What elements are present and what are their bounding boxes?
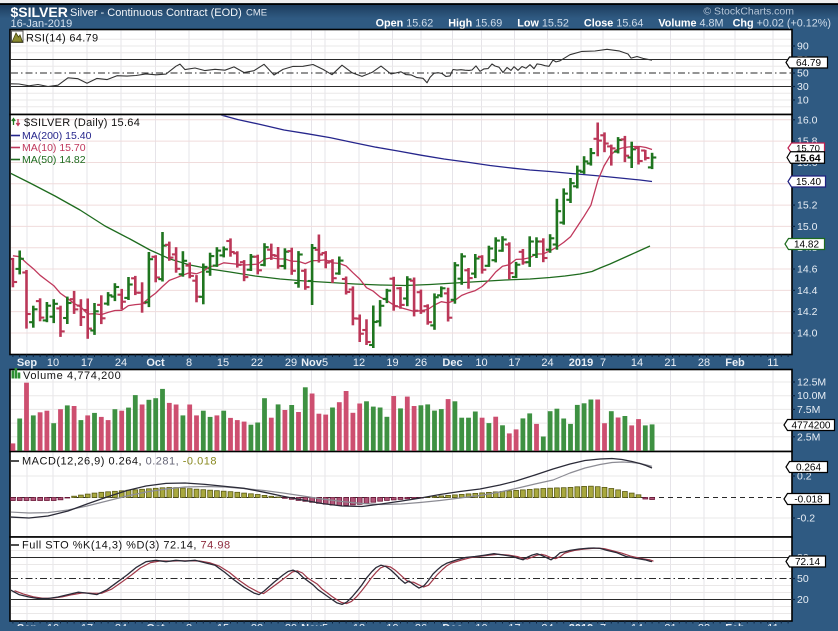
svg-text:0.2: 0.2 [797, 471, 812, 483]
svg-text:24: 24 [115, 623, 127, 627]
svg-text:14.6: 14.6 [797, 264, 818, 276]
svg-text:2019: 2019 [569, 357, 593, 369]
svg-text:10: 10 [47, 623, 59, 627]
svg-text:MACD(12,26,9) 0.264, 0.281, -0: MACD(12,26,9) 0.264, 0.281, -0.018 [22, 456, 217, 468]
svg-text:14.2: 14.2 [797, 306, 818, 318]
svg-text:14.0: 14.0 [797, 328, 818, 340]
svg-text:10: 10 [797, 95, 809, 107]
svg-text:14: 14 [631, 357, 643, 369]
svg-text:11: 11 [767, 357, 778, 369]
svg-text:22: 22 [251, 357, 263, 369]
svg-text:CME: CME [246, 8, 267, 19]
svg-text:Feb: Feb [725, 357, 745, 369]
svg-text:19: 19 [386, 357, 398, 369]
svg-text:Dec: Dec [442, 623, 462, 627]
svg-text:50: 50 [797, 573, 809, 585]
svg-text:10.0M: 10.0M [797, 390, 826, 402]
svg-text:2019: 2019 [569, 623, 593, 627]
svg-text:15.64: 15.64 [794, 152, 820, 164]
svg-text:Nov: Nov [301, 623, 323, 627]
svg-text:16-Jan-2019: 16-Jan-2019 [11, 18, 73, 30]
svg-text:Oct: Oct [146, 357, 165, 369]
svg-text:29: 29 [285, 357, 297, 369]
svg-text:17: 17 [81, 357, 93, 369]
svg-text:30: 30 [797, 81, 809, 93]
svg-text:7: 7 [600, 623, 606, 627]
svg-text:17: 17 [508, 623, 520, 627]
svg-text:64.79: 64.79 [796, 58, 821, 69]
svg-text:12: 12 [353, 357, 365, 369]
svg-text:20: 20 [797, 594, 809, 606]
svg-text:21: 21 [664, 357, 676, 369]
svg-text:29: 29 [285, 623, 297, 627]
svg-text:15.0: 15.0 [797, 221, 818, 233]
svg-text:15.70: 15.70 [796, 143, 820, 154]
svg-text:26: 26 [415, 357, 427, 369]
svg-text:Sep: Sep [17, 623, 37, 627]
svg-text:5: 5 [322, 357, 328, 369]
svg-text:Volume 4,774,200: Volume 4,774,200 [23, 370, 121, 382]
svg-text:15: 15 [217, 623, 229, 627]
svg-text:14.82: 14.82 [794, 240, 819, 251]
svg-text:90: 90 [797, 41, 809, 53]
svg-text:Open 15.62 High 15.69: Open 15.62 High 15.69 Low 15.52 Close 15… [376, 18, 831, 30]
svg-text:RSI(14) 64.79: RSI(14) 64.79 [26, 33, 98, 45]
svg-text:MA(10) 15.70: MA(10) 15.70 [22, 142, 86, 154]
svg-text:24: 24 [541, 357, 553, 369]
svg-text:Sep: Sep [17, 357, 37, 369]
svg-text:14.4: 14.4 [797, 285, 818, 297]
svg-text:Full STO %K(14,3) %D(3) 72.14,: Full STO %K(14,3) %D(3) 72.14, 74.98 [22, 540, 231, 552]
svg-text:7.5M: 7.5M [797, 404, 820, 416]
svg-text:12: 12 [353, 623, 365, 627]
svg-text:$SILVER: $SILVER [11, 4, 68, 20]
svg-text:11: 11 [767, 623, 778, 627]
svg-text:16.0: 16.0 [797, 114, 818, 126]
svg-text:15: 15 [217, 357, 229, 369]
svg-text:17: 17 [508, 357, 520, 369]
svg-text:-0.018: -0.018 [794, 495, 823, 506]
svg-text:4774200: 4774200 [792, 421, 831, 432]
svg-text:28: 28 [698, 357, 710, 369]
svg-text:14: 14 [631, 623, 643, 627]
svg-text:-0.2: -0.2 [797, 513, 815, 525]
svg-text:10: 10 [47, 357, 59, 369]
svg-text:Dec: Dec [442, 357, 462, 369]
svg-text:Feb: Feb [725, 623, 745, 627]
svg-text:MA(200) 15.40: MA(200) 15.40 [22, 130, 92, 142]
svg-text:28: 28 [698, 623, 710, 627]
svg-text:8: 8 [186, 623, 192, 627]
svg-text:10: 10 [475, 357, 487, 369]
svg-text:10: 10 [475, 623, 487, 627]
svg-text:26: 26 [415, 623, 427, 627]
svg-text:50: 50 [797, 68, 809, 80]
svg-text:24: 24 [115, 357, 127, 369]
svg-text:MA(50) 14.82: MA(50) 14.82 [22, 154, 86, 166]
svg-text:7: 7 [600, 357, 606, 369]
svg-text:Silver - Continuous Contract (: Silver - Continuous Contract (EOD) [70, 7, 242, 19]
svg-text:Oct: Oct [146, 623, 165, 627]
svg-text:12.5M: 12.5M [797, 377, 826, 389]
svg-text:5: 5 [322, 623, 328, 627]
svg-text:15.2: 15.2 [797, 200, 818, 212]
svg-text:© StockCharts.com: © StockCharts.com [703, 6, 794, 18]
svg-text:0.264: 0.264 [796, 463, 821, 474]
svg-text:22: 22 [251, 623, 263, 627]
svg-text:72.14: 72.14 [795, 557, 820, 568]
svg-text:24: 24 [541, 623, 553, 627]
svg-text:17: 17 [81, 623, 93, 627]
svg-text:2.5M: 2.5M [797, 431, 820, 443]
svg-text:19: 19 [386, 623, 398, 627]
svg-text:8: 8 [186, 357, 192, 369]
svg-text:Nov: Nov [301, 357, 323, 369]
svg-text:15.40: 15.40 [796, 177, 821, 188]
svg-text:21: 21 [664, 623, 676, 627]
svg-text:$SILVER (Daily) 15.64: $SILVER (Daily) 15.64 [24, 117, 140, 129]
